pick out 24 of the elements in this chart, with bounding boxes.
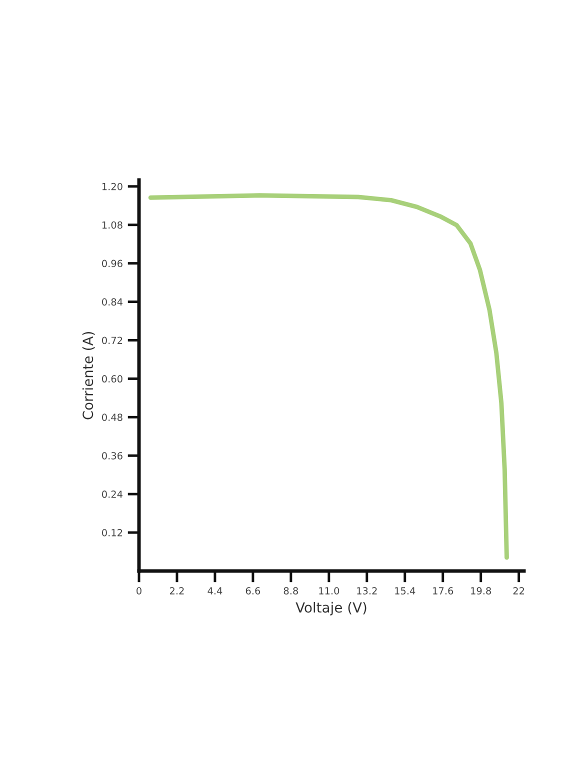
y-tick-label: 1.20 — [102, 182, 122, 190]
y-axis-title: Corriente (A) — [82, 332, 95, 420]
y-tick-label: 0.72 — [102, 336, 122, 344]
line-series — [148, 193, 509, 560]
y-tick-label: 0.36 — [102, 452, 122, 460]
x-tick-label: 13.2 — [357, 587, 377, 594]
x-tick-label: 2.2 — [170, 587, 184, 594]
x-tick-label: 6.6 — [246, 587, 260, 594]
x-tick-label: 4.4 — [208, 587, 222, 594]
y-tick-label: 0.24 — [102, 490, 122, 498]
x-axis-title: Voltaje (V) — [296, 602, 366, 616]
x-tick-label: 17.6 — [433, 587, 454, 594]
y-tick-label: 1.08 — [102, 221, 122, 229]
y-tick-label: 0.60 — [102, 375, 122, 383]
y-tick-label: 0.48 — [102, 414, 122, 421]
x-tick-label: 11.0 — [319, 587, 340, 594]
x-tick-label: 19.8 — [471, 587, 491, 594]
y-tick-label: 0.12 — [102, 529, 122, 536]
x-tick-label: 15.4 — [395, 587, 416, 594]
x-tick-label: 8.8 — [284, 587, 298, 594]
x-tick-label: 0 — [136, 587, 142, 594]
x-tick-label: 22 — [513, 587, 524, 594]
y-tick-label: 0.84 — [102, 298, 122, 306]
y-tick-label: 0.96 — [102, 260, 122, 268]
